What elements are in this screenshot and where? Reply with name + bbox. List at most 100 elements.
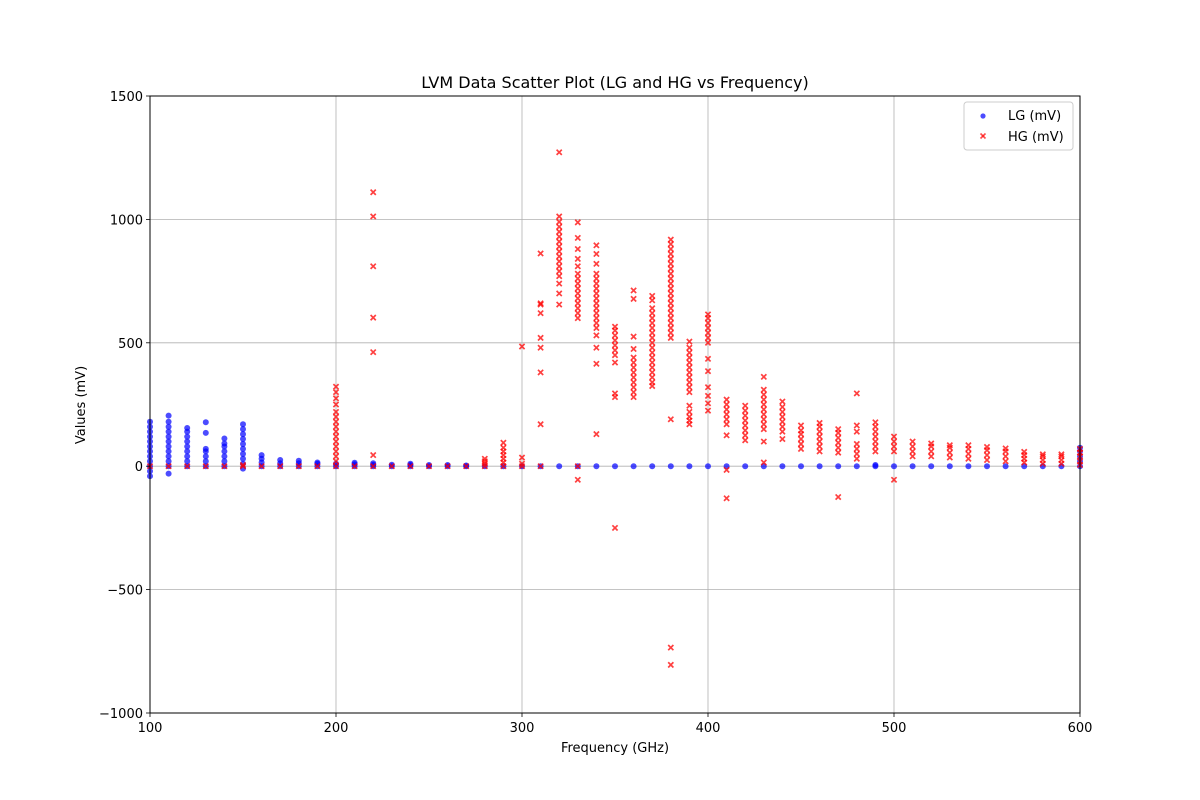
x-tick-label: 400 <box>696 721 721 736</box>
legend-label-lg: LG (mV) <box>1008 109 1061 124</box>
hg-point <box>537 334 544 342</box>
hg-point <box>593 319 600 327</box>
lg-point <box>202 429 209 436</box>
lg-point <box>165 443 172 450</box>
hg-point <box>314 462 321 470</box>
hg-point <box>667 314 675 322</box>
hg-point <box>630 295 637 303</box>
hg-point <box>946 442 954 449</box>
lg-point <box>742 463 749 470</box>
hg-point <box>704 329 712 337</box>
hg-point <box>704 324 712 332</box>
hg-point <box>760 421 768 428</box>
hg-point <box>332 423 340 430</box>
hg-point <box>332 413 340 421</box>
hg-point <box>537 301 544 308</box>
lg-point <box>184 448 191 455</box>
hg-point <box>183 462 191 470</box>
hg-point <box>909 448 916 455</box>
hg-point <box>593 260 600 268</box>
hg-point <box>332 438 340 445</box>
hg-point <box>593 285 600 292</box>
hg-point <box>518 343 526 350</box>
lg-point <box>165 423 172 430</box>
lg-point <box>426 461 432 468</box>
hg-point <box>332 448 340 455</box>
lg-point <box>258 452 265 459</box>
hg-point <box>686 349 693 356</box>
hg-point <box>779 408 786 416</box>
lg-point <box>165 470 172 477</box>
lg-point <box>240 455 246 462</box>
hg-point <box>760 401 768 408</box>
hg-point <box>872 419 879 426</box>
hg-point <box>741 417 749 424</box>
y-tick-label: −500 <box>107 584 143 599</box>
lg-point <box>240 421 246 428</box>
hg-point <box>927 440 935 447</box>
y-tick-label: 500 <box>118 337 143 352</box>
lg-point <box>909 463 916 470</box>
hg-point <box>834 439 842 446</box>
hg-point <box>1002 445 1009 452</box>
hg-point <box>723 401 730 408</box>
hg-point <box>611 332 619 339</box>
hg-point <box>648 339 656 347</box>
hg-point <box>704 355 712 363</box>
hg-point <box>555 290 563 297</box>
hg-point <box>909 453 916 460</box>
hg-point <box>1058 453 1065 460</box>
hg-point <box>537 421 544 428</box>
lg-point <box>835 463 842 470</box>
hg-point <box>648 374 656 381</box>
hg-point <box>760 438 768 445</box>
lg-point <box>240 445 246 452</box>
hg-point <box>648 379 656 386</box>
hg-point <box>555 280 563 287</box>
hg-point <box>332 428 340 435</box>
hg-point <box>723 396 730 403</box>
hg-point <box>1002 458 1009 465</box>
hg-point <box>611 359 619 366</box>
hg-point <box>648 292 656 300</box>
hg-point <box>779 418 786 425</box>
hg-point <box>555 253 563 260</box>
lg-point <box>184 443 191 450</box>
hg-point <box>648 329 656 337</box>
hg-point <box>779 403 786 411</box>
hg-point <box>741 432 749 439</box>
hg-point <box>983 443 991 451</box>
hg-point <box>667 334 675 342</box>
hg-point <box>704 319 712 327</box>
hg-point <box>574 234 582 242</box>
hg-point <box>574 285 582 292</box>
hg-point <box>574 462 582 470</box>
x-tick-label: 600 <box>1068 721 1093 736</box>
hg-point <box>369 451 377 459</box>
hg-point <box>927 453 935 460</box>
hg-point <box>927 448 935 455</box>
hg-point <box>853 455 861 462</box>
hg-point <box>704 392 712 400</box>
hg-point <box>741 402 749 409</box>
hg-point <box>965 455 972 462</box>
hg-point <box>779 398 786 405</box>
hg-point <box>667 285 675 292</box>
hg-point <box>332 395 340 402</box>
lg-point <box>984 463 990 470</box>
hg-point <box>667 300 675 307</box>
hg-point <box>276 462 284 470</box>
hg-point <box>648 334 656 342</box>
hg-point <box>648 364 656 371</box>
hg-point <box>611 337 619 344</box>
hg-point <box>630 388 637 396</box>
hg-point <box>983 456 991 464</box>
data-points <box>146 149 1084 669</box>
hg-point <box>593 280 600 287</box>
hg-point <box>332 462 340 470</box>
hg-point <box>630 369 637 376</box>
hg-point <box>593 344 600 351</box>
hg-point <box>667 661 675 669</box>
hg-point <box>481 455 489 462</box>
